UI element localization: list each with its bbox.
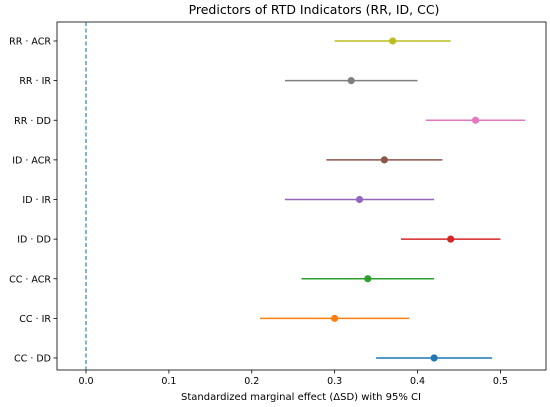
plot-frame [56,21,547,371]
x-tick-label: 0.3 [327,376,342,387]
estimate-point [331,314,339,322]
forest-row [260,314,410,322]
x-axis-label: Standardized marginal effect (ΔSD) with … [181,392,421,403]
forest-row [284,195,435,204]
forest-row [284,77,418,85]
y-tick-label: CC · ACR [9,274,51,285]
forest-row [425,116,526,124]
chart-title: Predictors of RTD Indicators (RR, ID, CC… [189,2,440,17]
y-tick-label: RR · DD [14,116,51,127]
estimate-point [355,195,364,204]
x-tick-label: 0.5 [493,376,508,387]
estimate-point [380,156,388,164]
y-tick-label: RR · IR [19,76,51,87]
y-tick-label: CC · DD [14,354,51,365]
y-tick-label: ID · DD [17,235,51,246]
estimate-point [364,275,372,283]
y-tick-label: ID · IR [22,195,51,206]
forest-row [334,37,451,45]
forest-row [301,275,435,283]
y-tick-label: ID · ACR [12,155,51,166]
x-tick-label: 0.2 [244,376,259,387]
estimate-point [447,235,455,243]
x-tick-label: 0.1 [161,376,176,387]
estimate-point [389,37,397,45]
x-tick-label: 0.4 [410,376,425,387]
x-tick-label: 0.0 [78,376,93,387]
forest-row [376,354,493,362]
forest-row [326,156,443,164]
estimate-point [471,116,480,124]
x-axis: 0.0 0.1 0.2 0.3 0.4 0.5 [78,370,508,387]
forest-row [400,235,501,243]
y-axis: RR · ACR RR · IR RR · DD ID · ACR ID · IR ID … [9,37,57,365]
y-tick-label: CC · IR [19,314,51,325]
rows-layer [260,37,526,362]
estimate-point [347,77,355,85]
y-tick-label: RR · ACR [9,37,51,48]
estimate-point [430,354,438,362]
